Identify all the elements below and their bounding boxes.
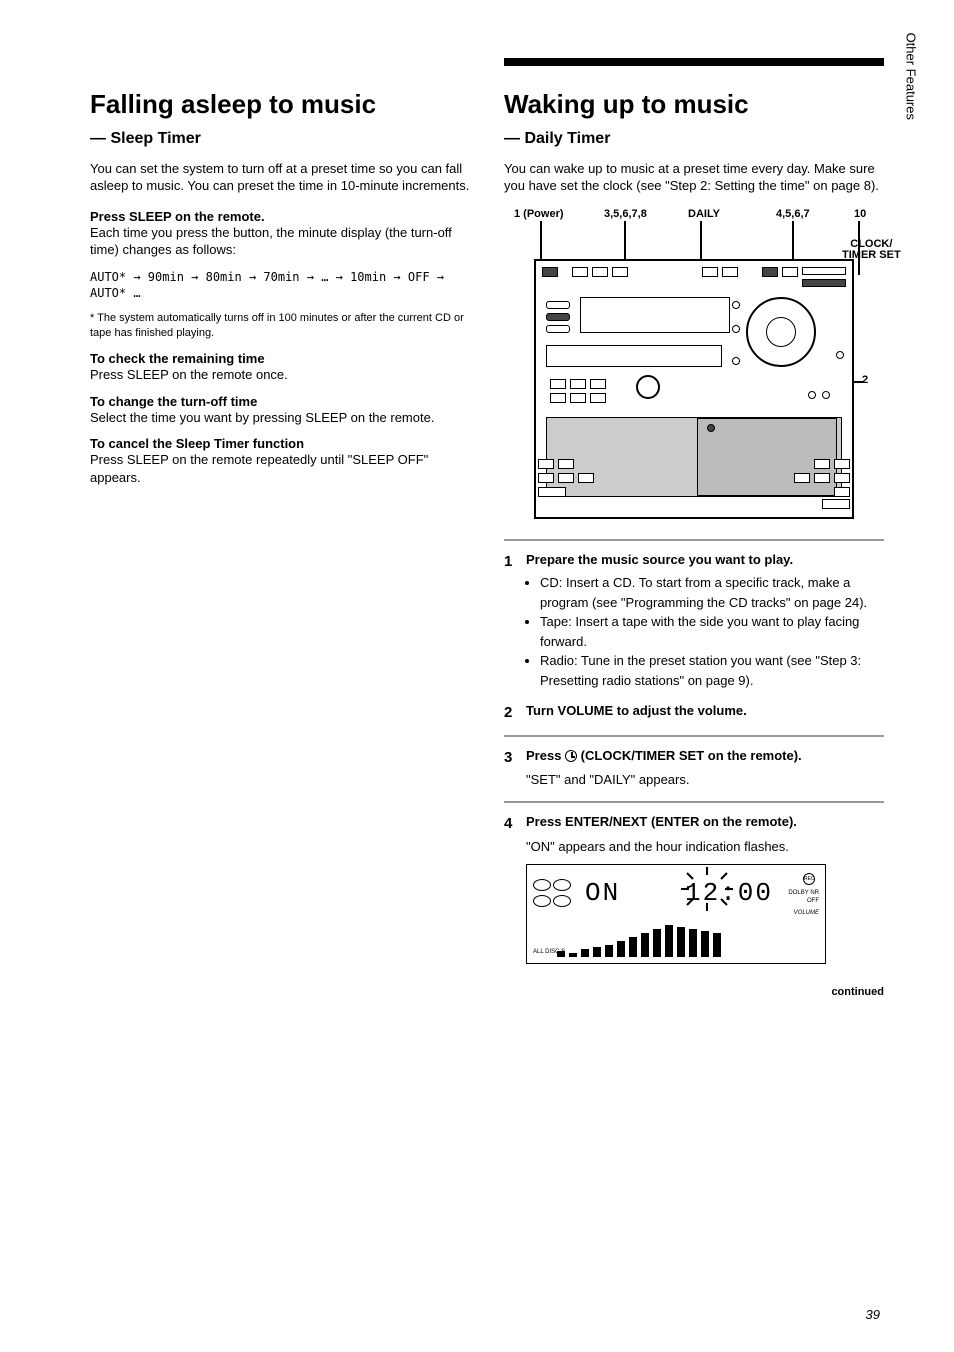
display-volume-text: VOLUME (794, 909, 819, 917)
step-3-title-b: (CLOCK/TIMER SET on the remote). (581, 748, 802, 763)
step-1-list: CD: Insert a CD. To start from a specifi… (526, 573, 884, 690)
cancel-body: Press SLEEP on the remote repeatedly unt… (90, 451, 470, 486)
step-1-item-cd: CD: Insert a CD. To start from a specifi… (540, 573, 884, 612)
right-column: Waking up to music — Daily Timer You can… (504, 90, 884, 998)
step-1-title: Prepare the music source you want to pla… (526, 552, 793, 567)
callout-daily: DAILY (688, 209, 720, 220)
step-1-item-radio: Radio: Tune in the preset station you wa… (540, 651, 884, 690)
callout-4-5-6-7: 4,5,6,7 (776, 209, 810, 220)
sleep-note: * The system automatically turns off in … (90, 311, 470, 341)
step-1: 1 Prepare the music source you want to p… (504, 551, 884, 690)
device-illustration: 1 (Power) 3,5,6,7,8 DAILY 4,5,6,7 10 CLO… (514, 209, 874, 529)
step-2-title: Turn VOLUME to adjust the volume. (526, 703, 747, 718)
right-heading-sub: — Daily Timer (504, 130, 610, 147)
step-4-number: 4 (504, 813, 526, 973)
right-lead: You can wake up to music at a preset tim… (504, 160, 884, 195)
page-number: 39 (866, 1307, 880, 1322)
side-section-label: Other Features (903, 33, 918, 120)
step-3-sub: "SET" and "DAILY" appears. (526, 771, 884, 789)
change-body: Select the time you want by pressing SLE… (90, 409, 470, 427)
display-spectrum-bars (557, 925, 721, 957)
rule-step-3-4 (504, 801, 884, 803)
left-column: Falling asleep to music — Sleep Timer Yo… (90, 90, 470, 496)
callout-power: 1 (Power) (514, 209, 564, 220)
step-1-item-tape: Tape: Insert a tape with the side you wa… (540, 612, 884, 651)
callout-10: 10 (854, 209, 866, 220)
left-lead: You can set the system to turn off at a … (90, 160, 470, 195)
cancel-heading: To cancel the Sleep Timer function (90, 436, 470, 451)
sleep-press-instr: Press SLEEP on the remote. (90, 209, 470, 224)
left-heading-sub: — Sleep Timer (90, 130, 201, 147)
left-heading: Falling asleep to music — Sleep Timer (90, 90, 470, 150)
rule-above-step1 (504, 539, 884, 541)
display-time-text: 12:00 (685, 875, 773, 911)
stereo-unit-outline (534, 259, 854, 519)
lcd-display-illustration: ON (526, 864, 826, 964)
callout-clock-timer-set: CLOCK/ TIMER SET (842, 239, 901, 261)
step-2-number: 2 (504, 702, 526, 723)
continued-label: continued (504, 986, 884, 998)
change-heading: To change the turn-off time (90, 394, 470, 409)
left-heading-main: Falling asleep to music (90, 89, 376, 119)
top-rule (504, 58, 884, 66)
step-4-title: Press ENTER/NEXT (ENTER on the remote). (526, 814, 797, 829)
display-dolby-text: DOLBY NR OFF (788, 889, 819, 906)
sleep-chain: AUTO* → 90min → 80min → 70min → … → 10mi… (90, 269, 470, 301)
callout-3-5-6-7-8: 3,5,6,7,8 (604, 209, 647, 220)
step-4-sub: "ON" appears and the hour indication fla… (526, 838, 884, 856)
right-heading: Waking up to music — Daily Timer (504, 90, 884, 150)
step-2: 2 Turn VOLUME to adjust the volume. (504, 702, 884, 723)
clock-icon (565, 750, 577, 762)
remaining-heading: To check the remaining time (90, 351, 470, 366)
display-on-text: ON (585, 875, 620, 911)
rule-step-2-3 (504, 735, 884, 737)
step-1-number: 1 (504, 551, 526, 690)
sleep-press-body: Each time you press the button, the minu… (90, 224, 470, 259)
step-4: 4 Press ENTER/NEXT (ENTER on the remote)… (504, 813, 884, 973)
step-3-number: 3 (504, 747, 526, 789)
right-heading-main: Waking up to music (504, 89, 749, 119)
display-rec-icon: REC (803, 873, 815, 885)
step-3: 3 Press (CLOCK/TIMER SET on the remote).… (504, 747, 884, 789)
remaining-body: Press SLEEP on the remote once. (90, 366, 470, 384)
step-3-title-a: Press (526, 748, 565, 763)
